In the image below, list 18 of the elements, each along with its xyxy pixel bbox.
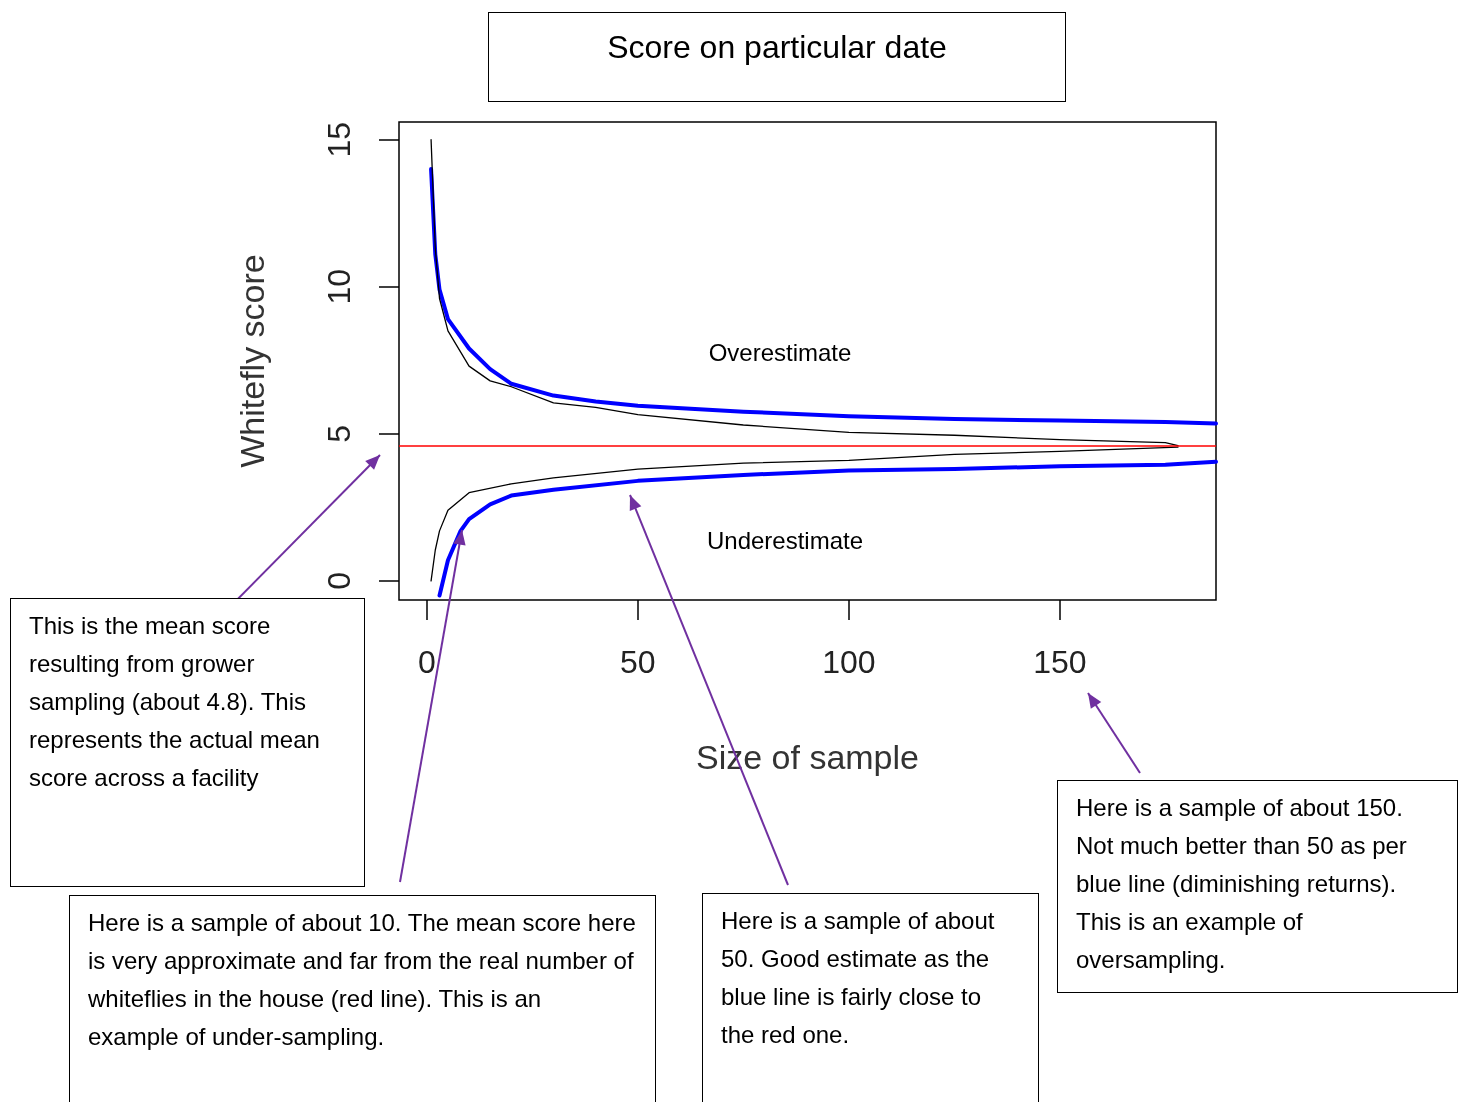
chart-title: Score on particular date bbox=[488, 12, 1066, 102]
text: Here is a sample of about 150. Not much better than 50 as per blue line (diminishing returns). This is an example of oversampling. bbox=[1057, 780, 1458, 993]
y-tick-label: 10 bbox=[321, 268, 357, 305]
annotation: Underestimate bbox=[706, 526, 864, 554]
y-tick-label: 15 bbox=[321, 121, 357, 158]
line-series bbox=[437, 459, 1218, 598]
line-series bbox=[429, 167, 1218, 426]
y-tick-label: 5 bbox=[321, 424, 357, 443]
x-tick-label: 50 bbox=[620, 644, 656, 680]
x-tick-label: 0 bbox=[417, 644, 436, 680]
text: Here is a sample of about 50. Good estimate as the blue line is fairly close to the red one. bbox=[702, 893, 1039, 1102]
x-tick-label: 150 bbox=[1033, 644, 1087, 680]
text: This is the mean score resulting from grower sampling (about 4.8). This represents the actual mean score across a facility bbox=[10, 598, 365, 887]
y-axis-title: Whitefly score bbox=[233, 254, 271, 468]
annotation: Overestimate bbox=[708, 338, 852, 366]
x-tick-label: 100 bbox=[822, 644, 876, 680]
text: Here is a sample of about 10. The mean score here is very approximate and far from the real number of whiteflies in the house (red line). This is an example of under-sampling. bbox=[69, 895, 656, 1102]
y-tick-label: 0 bbox=[321, 571, 357, 590]
